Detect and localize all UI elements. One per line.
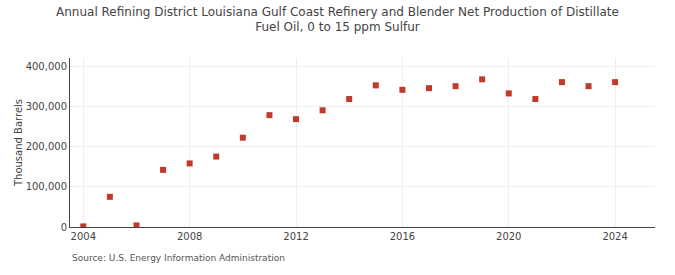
svg-text:0: 0 <box>61 222 67 233</box>
svg-text:100,000: 100,000 <box>26 181 67 192</box>
svg-text:Source: U.S. Energy Informatio: Source: U.S. Energy Information Administ… <box>72 253 285 263</box>
svg-text:300,000: 300,000 <box>26 101 67 112</box>
svg-text:2024: 2024 <box>602 231 627 242</box>
svg-text:Thousand Barrels: Thousand Barrels <box>13 99 24 187</box>
svg-text:2004: 2004 <box>71 231 96 242</box>
svg-text:400,000: 400,000 <box>26 61 67 72</box>
svg-text:2020: 2020 <box>496 231 521 242</box>
svg-text:200,000: 200,000 <box>26 141 67 152</box>
svg-text:Annual Refining District Louis: Annual Refining District Louisiana Gulf … <box>56 5 619 35</box>
svg-text:2008: 2008 <box>177 231 202 242</box>
svg-text:2012: 2012 <box>283 231 308 242</box>
svg-text:2016: 2016 <box>390 231 415 242</box>
